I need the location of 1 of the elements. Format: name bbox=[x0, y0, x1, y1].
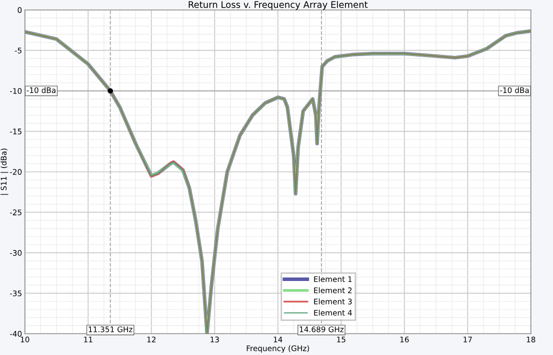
chart-title: Return Loss v. Frequency Array Element bbox=[188, 0, 368, 10]
